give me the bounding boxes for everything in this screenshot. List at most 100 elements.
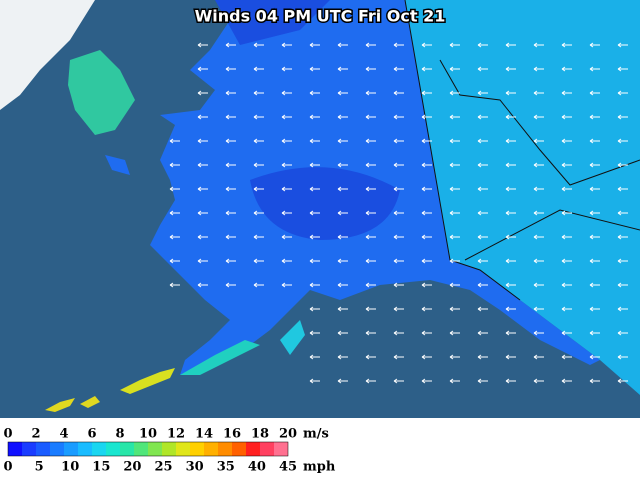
wind-arrow <box>421 90 432 96</box>
wind-arrow <box>449 186 460 192</box>
mph-tick-label: 25 <box>155 460 173 475</box>
color-cell <box>176 442 190 456</box>
color-cell <box>190 442 204 456</box>
wind-arrow <box>281 186 292 192</box>
legend: 0 2 4 6 8 10 12 14 16 18 20 m/s 0 5 10 15 20 25 30 35 40 45 mp… <box>3 427 335 475</box>
wind-arrow <box>169 210 180 216</box>
wind-arrow <box>337 138 348 144</box>
wind-arrow <box>393 234 404 240</box>
wind-arrow <box>337 282 348 288</box>
wind-arrow <box>477 66 488 72</box>
wind-arrow <box>281 258 292 264</box>
wind-arrow <box>393 138 404 144</box>
wind-arrow <box>393 258 404 264</box>
wind-arrow <box>309 258 320 264</box>
ms-tick-label: 0 <box>3 427 12 442</box>
wind-arrow <box>365 210 376 216</box>
wind-arrow <box>589 210 600 216</box>
wind-arrow <box>253 162 264 168</box>
color-cell <box>162 442 176 456</box>
map-title: Winds 04 PM UTC Fri Oct 21 <box>195 7 446 26</box>
wind-arrow <box>169 234 180 240</box>
wind-arrow <box>365 378 376 384</box>
wind-arrow <box>421 114 432 120</box>
ms-tick-label: 8 <box>115 427 124 442</box>
color-cell <box>106 442 120 456</box>
wind-arrow <box>281 138 292 144</box>
wind-arrow <box>421 258 432 264</box>
wind-arrow <box>421 42 432 48</box>
wind-arrow <box>449 378 460 384</box>
wind-arrow <box>337 66 348 72</box>
wind-arrow <box>533 306 544 312</box>
wind-arrow <box>309 186 320 192</box>
ms-unit: m/s <box>303 427 329 442</box>
wind-arrow <box>477 42 488 48</box>
wind-arrow <box>449 162 460 168</box>
wind-arrow <box>533 66 544 72</box>
wind-arrow <box>477 258 488 264</box>
wind-arrow <box>617 90 628 96</box>
wind-arrow <box>225 234 236 240</box>
wind-arrow <box>617 306 628 312</box>
wind-arrow <box>337 354 348 360</box>
wind-arrow <box>449 330 460 336</box>
wind-arrow <box>393 330 404 336</box>
wind-arrow <box>309 162 320 168</box>
ms-tick-label: 6 <box>87 427 96 442</box>
wind-arrow <box>477 138 488 144</box>
wind-arrow <box>225 42 236 48</box>
ms-tick-label: 12 <box>167 427 185 442</box>
wind-arrow <box>477 378 488 384</box>
wind-arrow <box>281 162 292 168</box>
color-cell <box>78 442 92 456</box>
wind-arrow <box>533 378 544 384</box>
wind-arrow <box>253 234 264 240</box>
wind-arrow <box>533 42 544 48</box>
wind-arrow <box>617 354 628 360</box>
wind-arrow <box>505 258 516 264</box>
wind-arrow <box>561 282 572 288</box>
wind-arrow <box>477 330 488 336</box>
wind-arrow <box>309 378 320 384</box>
wind-arrow <box>393 378 404 384</box>
wind-arrow <box>365 282 376 288</box>
wind-arrow <box>337 234 348 240</box>
wind-arrow <box>281 90 292 96</box>
wind-arrow <box>477 234 488 240</box>
color-cell <box>120 442 134 456</box>
ms-tick-label: 20 <box>279 427 297 442</box>
color-cell <box>246 442 260 456</box>
wind-arrow <box>617 330 628 336</box>
wind-arrow <box>589 90 600 96</box>
wind-arrow <box>197 186 208 192</box>
wind-arrow <box>169 186 180 192</box>
wind-arrow <box>533 282 544 288</box>
wind-arrow <box>449 258 460 264</box>
wind-arrow <box>393 354 404 360</box>
wind-arrow <box>309 210 320 216</box>
kodiak <box>280 320 305 355</box>
wind-arrow <box>421 282 432 288</box>
wind-arrow <box>337 186 348 192</box>
wind-arrow <box>421 186 432 192</box>
wind-arrow <box>337 90 348 96</box>
wind-arrow <box>169 258 180 264</box>
st-lawrence-island <box>105 155 130 175</box>
ms-tick-label: 16 <box>223 427 241 442</box>
color-cell <box>218 442 232 456</box>
wind-arrow <box>309 306 320 312</box>
peninsula <box>180 340 260 375</box>
wind-arrow <box>533 186 544 192</box>
wind-arrow <box>561 258 572 264</box>
wind-arrow <box>393 210 404 216</box>
wind-arrow <box>365 42 376 48</box>
wind-arrow <box>281 114 292 120</box>
wind-arrow <box>197 162 208 168</box>
wind-arrow <box>617 186 628 192</box>
wind-arrow <box>281 210 292 216</box>
wind-arrow <box>561 234 572 240</box>
color-cell <box>232 442 246 456</box>
wind-arrow <box>505 114 516 120</box>
wind-arrow <box>365 330 376 336</box>
